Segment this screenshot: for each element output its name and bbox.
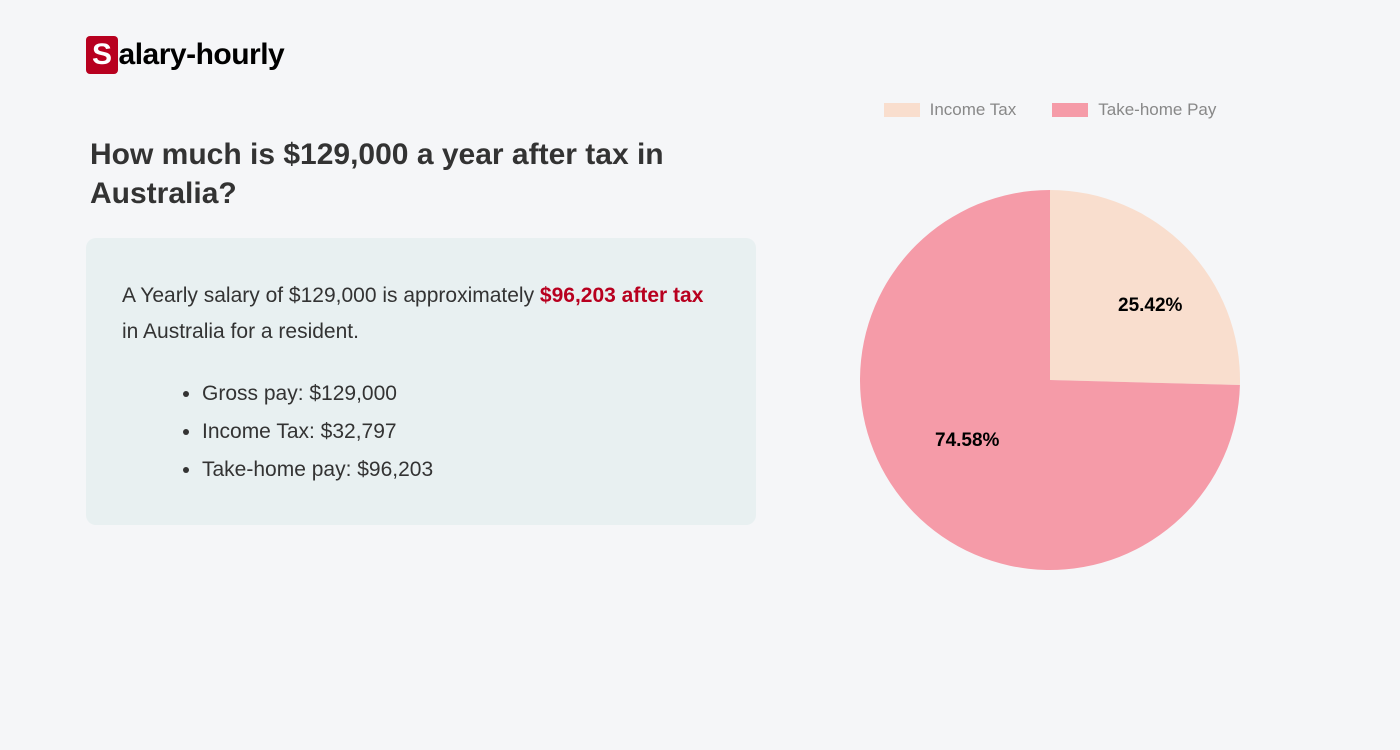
legend-swatch-icon bbox=[1052, 103, 1088, 117]
legend-item-take-home: Take-home Pay bbox=[1052, 100, 1216, 120]
summary-text: A Yearly salary of $129,000 is approxima… bbox=[122, 278, 720, 349]
legend-swatch-icon bbox=[884, 103, 920, 117]
pie-chart-area: Income Tax Take-home Pay 25.42% 74.58% bbox=[830, 100, 1270, 660]
pie-label-income-tax: 25.42% bbox=[1118, 295, 1182, 317]
bullet-take-home: Take-home pay: $96,203 bbox=[202, 451, 720, 489]
summary-suffix: in Australia for a resident. bbox=[122, 320, 359, 343]
summary-bullets: Gross pay: $129,000 Income Tax: $32,797 … bbox=[122, 375, 720, 488]
page-title: How much is $129,000 a year after tax in… bbox=[90, 135, 690, 213]
bullet-income-tax: Income Tax: $32,797 bbox=[202, 413, 720, 451]
pie-chart: 25.42% 74.58% bbox=[860, 140, 1240, 620]
summary-highlight: $96,203 after tax bbox=[540, 284, 703, 307]
logo-text: alary-hourly bbox=[119, 38, 285, 71]
summary-prefix: A Yearly salary of $129,000 is approxima… bbox=[122, 284, 540, 307]
legend-label: Take-home Pay bbox=[1098, 100, 1216, 120]
summary-box: A Yearly salary of $129,000 is approxima… bbox=[86, 238, 756, 525]
legend-item-income-tax: Income Tax bbox=[884, 100, 1017, 120]
bullet-gross-pay: Gross pay: $129,000 bbox=[202, 375, 720, 413]
logo-letter-icon: S bbox=[86, 36, 118, 74]
pie-label-take-home: 74.58% bbox=[935, 430, 999, 452]
logo: Salary-hourly bbox=[86, 36, 284, 74]
pie-svg-icon bbox=[860, 140, 1240, 620]
legend-label: Income Tax bbox=[930, 100, 1017, 120]
chart-legend: Income Tax Take-home Pay bbox=[830, 100, 1270, 120]
